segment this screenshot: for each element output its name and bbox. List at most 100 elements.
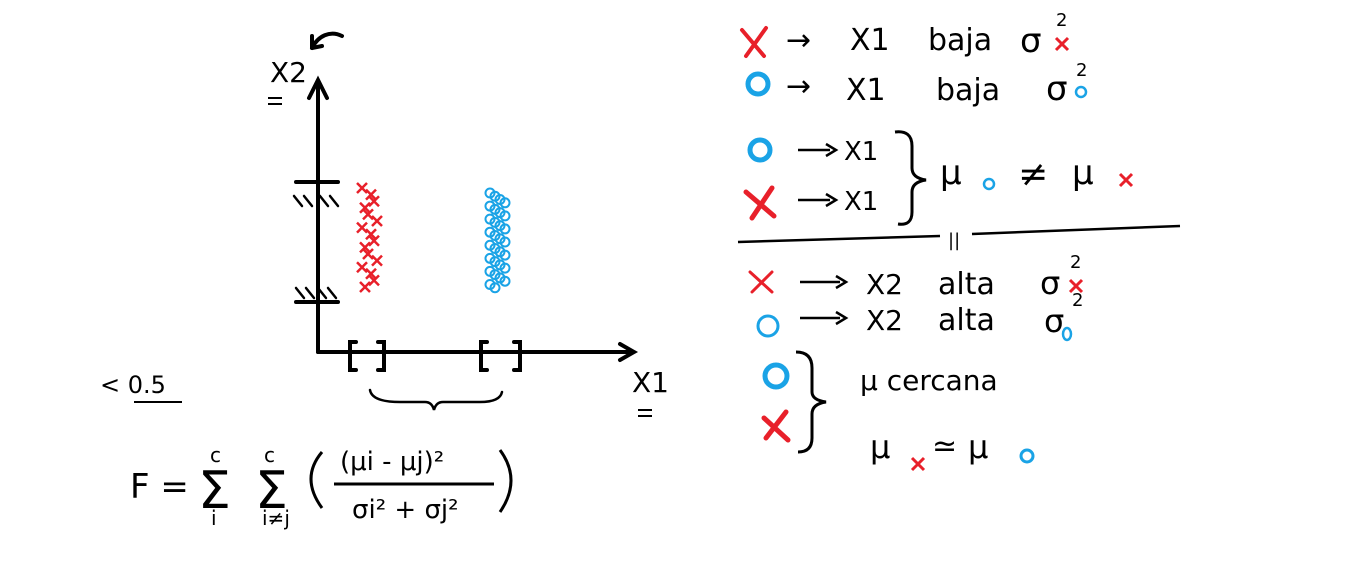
variable-label: X2 xyxy=(866,268,903,301)
blue-o-icon xyxy=(762,362,790,390)
notes: → X1 baja σ 2 → X1 baja σ 2 X1 X1 μ xyxy=(737,10,1181,472)
red-x-icon xyxy=(748,270,774,294)
red-x-point xyxy=(368,195,380,208)
divider-mark: || xyxy=(948,230,960,251)
red-x-point xyxy=(371,254,383,267)
formula-denominator: σi² + σj² xyxy=(352,495,459,525)
red-x-point xyxy=(368,234,380,247)
red-x-icon xyxy=(740,26,768,58)
y-axis-arrow-icon xyxy=(307,75,329,100)
brace-icon xyxy=(894,130,927,226)
red-x-point xyxy=(362,248,374,260)
formula-lhs: F = xyxy=(130,467,189,507)
arrow-icon xyxy=(798,192,839,208)
note-text: baja xyxy=(936,73,1000,108)
red-x-point xyxy=(359,201,371,214)
arrow-icon xyxy=(800,274,849,290)
blue-o-point xyxy=(499,197,511,209)
formula-numerator: (μi - μj)² xyxy=(340,447,444,477)
sigma-symbol: σ xyxy=(1020,21,1042,61)
red-x-subscript-icon xyxy=(1118,172,1134,188)
superscript: 2 xyxy=(1072,290,1083,311)
sum2-bottom: i≠j xyxy=(262,506,290,530)
x-range-brace xyxy=(368,388,504,411)
red-x-point xyxy=(362,208,374,221)
sum-icon: Σ xyxy=(255,461,288,521)
red-x-point xyxy=(368,274,380,287)
variable-label: X1 xyxy=(850,23,890,58)
red-x-point xyxy=(365,267,377,280)
blue-o-point xyxy=(499,275,511,287)
red-x-subscript-icon xyxy=(1054,36,1070,52)
red-x-icon xyxy=(743,185,777,221)
left-paren xyxy=(309,451,324,509)
blue-o-icon xyxy=(756,314,780,338)
red-points xyxy=(356,182,383,293)
red-x-point xyxy=(356,221,368,234)
note-rows-7-8: μ cercana μ ≃ μ xyxy=(761,350,1035,472)
x-axis-label: X1 xyxy=(632,366,669,399)
red-x-point xyxy=(371,215,383,227)
x-range-bracket-blue xyxy=(479,340,522,372)
red-x-point xyxy=(365,228,377,241)
blue-o-icon xyxy=(747,137,773,163)
red-x-point xyxy=(356,182,368,194)
sigma-symbol: σ xyxy=(1040,264,1060,302)
cercana-text: μ cercana xyxy=(860,364,998,397)
red-x-point xyxy=(359,281,371,293)
blue-o-subscript-icon xyxy=(1061,326,1073,342)
red-x-icon xyxy=(761,409,791,443)
note-row-6: X2 alta σ 2 xyxy=(756,290,1083,342)
blue-o-point xyxy=(499,210,511,222)
mu-symbol: μ xyxy=(1072,153,1094,193)
sum-icon: Σ xyxy=(198,461,231,521)
note-rows-3-4: X1 X1 μ ≠ μ xyxy=(743,130,1134,226)
blue-o-subscript-icon xyxy=(1019,448,1035,464)
mu-symbol: μ xyxy=(940,153,962,193)
note-row-1: → X1 baja σ 2 xyxy=(740,10,1070,61)
sum1-bottom: i xyxy=(211,506,217,530)
variable-label: X2 xyxy=(866,304,903,337)
blue-o-point xyxy=(489,282,501,294)
red-x-point xyxy=(365,188,377,201)
superscript: 2 xyxy=(1070,252,1081,273)
right-paren xyxy=(498,449,513,513)
blue-points xyxy=(484,187,511,294)
sum1-top: c xyxy=(210,443,221,467)
fisher-formula: F = Σ c i Σ c i≠j (μi - μj)² σi² + σj² xyxy=(130,443,513,530)
arrow-icon xyxy=(800,310,849,326)
blue-o-point xyxy=(499,262,511,274)
red-x-subscript-icon xyxy=(1068,278,1084,294)
note-row-2: → X1 baja σ 2 xyxy=(745,60,1087,109)
blue-o-point xyxy=(499,249,511,261)
note-text: alta xyxy=(938,267,995,302)
blue-o-subscript-icon xyxy=(982,177,996,191)
divider-line xyxy=(971,224,1181,236)
superscript: 2 xyxy=(1076,60,1087,81)
arrow-icon: → xyxy=(786,23,811,58)
brace-icon xyxy=(795,350,827,454)
blue-o-point xyxy=(499,223,511,235)
superscript: 2 xyxy=(1056,10,1067,31)
blue-o-icon xyxy=(745,71,771,97)
sigma-symbol: σ xyxy=(1046,69,1068,109)
red-x-subscript-icon xyxy=(910,456,926,472)
arrow-icon xyxy=(798,142,839,158)
note-row-5: X2 alta σ 2 xyxy=(748,252,1084,302)
red-x-point xyxy=(356,261,368,274)
note-text: baja xyxy=(928,23,992,58)
blue-o-point xyxy=(499,236,511,248)
arrow-icon: → xyxy=(786,69,811,104)
mu-symbol: μ xyxy=(870,428,890,466)
x-axis-arrow-icon xyxy=(618,342,639,362)
sum2-top: c xyxy=(264,443,275,467)
sigma-symbol: σ xyxy=(1044,302,1064,340)
approx-symbol: ≃ xyxy=(932,429,957,464)
variable-label: X1 xyxy=(846,73,886,108)
red-x-point xyxy=(359,241,371,254)
y-axis-label: X2 xyxy=(270,56,307,89)
scatter-sketch xyxy=(292,31,639,411)
x-range-bracket-red xyxy=(348,340,386,372)
not-equal-symbol: ≠ xyxy=(1018,154,1048,195)
